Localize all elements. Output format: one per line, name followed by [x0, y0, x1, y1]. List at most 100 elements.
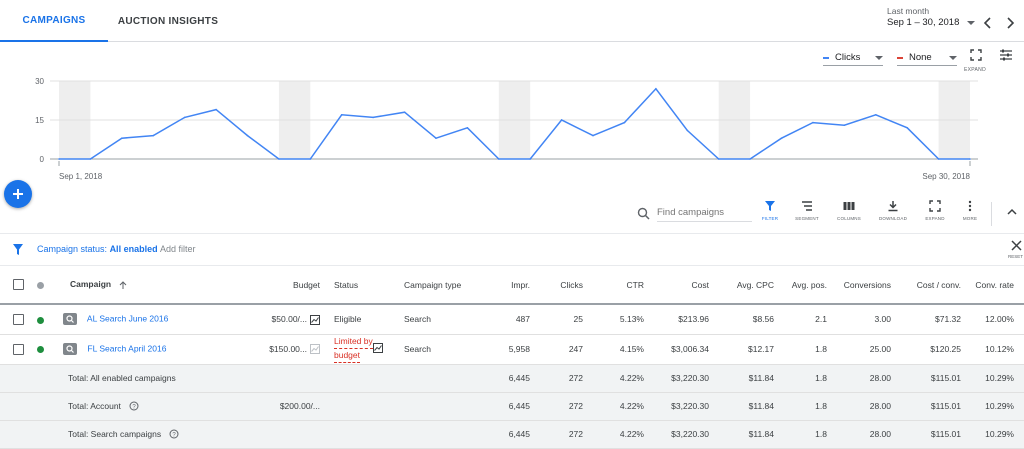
metric2-label: None — [909, 52, 932, 63]
close-icon[interactable] — [1011, 240, 1022, 251]
column-header-conv-rate[interactable]: Conv. rate — [971, 266, 1024, 305]
download-label: DOWNLOAD — [878, 216, 908, 221]
column-header-ctr[interactable]: CTR — [593, 266, 654, 305]
chevron-up-icon[interactable] — [1007, 208, 1017, 216]
chart-data-point — [121, 137, 123, 139]
svg-text:?: ? — [133, 405, 137, 411]
find-campaigns-input[interactable] — [657, 204, 752, 222]
toolbar-divider — [991, 202, 992, 226]
status-dot-header — [30, 266, 60, 305]
search-campaign-icon — [63, 313, 77, 326]
limited-status-line1[interactable]: Limited by — [334, 335, 373, 349]
enabled-status-dot — [37, 346, 44, 354]
column-header-avg-pos[interactable]: Avg. pos. — [784, 266, 837, 305]
column-header-cost-per-conv[interactable]: Cost / conv. — [901, 266, 971, 305]
add-filter-link[interactable]: Add filter — [160, 244, 196, 254]
chart-data-point — [466, 127, 469, 129]
filter-button[interactable]: FILTER — [752, 200, 788, 230]
metric2-color-swatch — [897, 56, 903, 59]
campaign-name-link[interactable]: AL Search June 2016 — [86, 313, 169, 324]
total-cost-cell: $3,220.30 — [654, 364, 719, 393]
select-all-checkbox-cell[interactable] — [0, 266, 30, 305]
chart-data-point — [686, 129, 689, 132]
trend-chart-icon[interactable] — [310, 314, 320, 325]
total-avg-cpc-cell: $11.84 — [719, 392, 784, 421]
date-range-selector[interactable]: Sep 1 – 30, 2018 — [887, 17, 976, 28]
column-header-cost[interactable]: Cost — [654, 266, 719, 305]
status-cell: Eligible — [330, 304, 400, 335]
expand-table-button[interactable]: EXPAND — [917, 200, 953, 230]
metric2-selector[interactable]: None — [897, 50, 957, 66]
table-row[interactable]: AL Search June 2016 $50.00/... Eligible … — [0, 304, 1024, 335]
status-dot-cell — [30, 334, 60, 365]
total-ctr-cell: 4.22% — [593, 364, 654, 393]
chart-data-point — [592, 134, 594, 137]
row-checkbox-cell[interactable] — [0, 304, 30, 335]
chart-data-point — [89, 158, 92, 160]
more-label: MORE — [962, 216, 978, 221]
chart-y-tick-label: 30 — [35, 77, 44, 86]
campaign-cell[interactable]: AL Search June 2016 — [60, 304, 250, 335]
total-avg-pos-cell: 1.8 — [784, 392, 837, 421]
limited-status-line2[interactable]: budget — [334, 349, 360, 363]
total-impressions-cell: 6,445 — [492, 420, 540, 449]
table-row[interactable]: FL Search April 2016 $150.00... Limited … — [0, 334, 1024, 365]
campaign-name-link[interactable]: FL Search April 2016 — [87, 343, 167, 354]
column-header-avg-cpc[interactable]: Avg. CPC — [719, 266, 784, 305]
add-campaign-button[interactable] — [4, 180, 32, 208]
chart-y-tick-label: 15 — [35, 116, 44, 125]
column-header-clicks[interactable]: Clicks — [540, 266, 593, 305]
chart-data-point — [529, 158, 532, 160]
trend-chart-icon[interactable] — [373, 342, 384, 353]
sort-arrow-up-icon — [120, 280, 127, 289]
trend-chart-disabled-icon[interactable] — [310, 344, 320, 355]
reset-label[interactable]: RESET — [1008, 254, 1024, 259]
chart-data-point — [58, 158, 60, 160]
filter-label: Campaign status: — [37, 244, 108, 254]
clicks-cell: 25 — [540, 304, 593, 335]
caret-down-icon[interactable] — [967, 20, 976, 25]
columns-button[interactable]: COLUMNS — [831, 200, 867, 230]
total-cost-per-conv-cell: $115.01 — [901, 364, 971, 393]
campaign-cell[interactable]: FL Search April 2016 — [60, 334, 250, 365]
select-all-checkbox[interactable] — [13, 279, 24, 291]
segment-button[interactable]: SEGMENT — [789, 200, 825, 230]
chart-data-point — [183, 116, 186, 119]
total-avg-cpc-cell: $11.84 — [719, 364, 784, 393]
status-cell[interactable]: Limited by budget — [330, 334, 400, 365]
column-header-impressions[interactable]: Impr. — [492, 266, 540, 305]
empty-cell — [400, 364, 492, 393]
column-header-status[interactable]: Status — [330, 266, 400, 305]
tab-campaigns[interactable]: CAMPAIGNS — [0, 0, 108, 42]
chart-data-point — [403, 111, 406, 113]
row-checkbox[interactable] — [13, 313, 24, 325]
total-avg-pos-cell: 1.8 — [784, 364, 837, 393]
more-vert-icon — [968, 200, 972, 212]
tune-icon[interactable] — [999, 48, 1013, 62]
tab-auction-insights[interactable]: AUCTION INSIGHTS — [117, 15, 219, 27]
column-header-conversions[interactable]: Conversions — [837, 266, 901, 305]
chevron-left-icon[interactable] — [983, 17, 993, 29]
more-button[interactable]: MORE — [952, 200, 988, 230]
column-header-campaign-type[interactable]: Campaign type — [400, 266, 492, 305]
help-icon[interactable]: ? — [169, 429, 179, 439]
chart-data-point — [623, 121, 626, 124]
help-icon[interactable]: ? — [129, 401, 139, 411]
date-range-value[interactable]: Sep 1 – 30, 2018 — [887, 17, 960, 28]
budget-cell[interactable]: $150.00... — [250, 334, 330, 365]
metric1-selector[interactable]: Clicks — [823, 50, 883, 66]
chevron-right-icon[interactable] — [1005, 17, 1015, 29]
fullscreen-icon[interactable] — [970, 49, 982, 61]
column-header-campaign[interactable]: Campaign — [60, 266, 250, 305]
avg-cpc-cell: $8.56 — [719, 304, 784, 335]
campaign-status-filter[interactable]: Campaign status: All enabled — [37, 244, 158, 254]
chart-data-point — [340, 114, 343, 116]
budget-cell[interactable]: $50.00/... — [250, 304, 330, 335]
row-checkbox[interactable] — [13, 343, 24, 355]
enabled-status-dot — [37, 316, 44, 324]
conv-rate-cell: 12.00% — [971, 304, 1024, 335]
column-header-budget[interactable]: Budget — [250, 266, 330, 305]
row-checkbox-cell[interactable] — [0, 334, 30, 365]
conversions-cell: 25.00 — [837, 334, 901, 365]
download-button[interactable]: DOWNLOAD — [875, 200, 911, 230]
